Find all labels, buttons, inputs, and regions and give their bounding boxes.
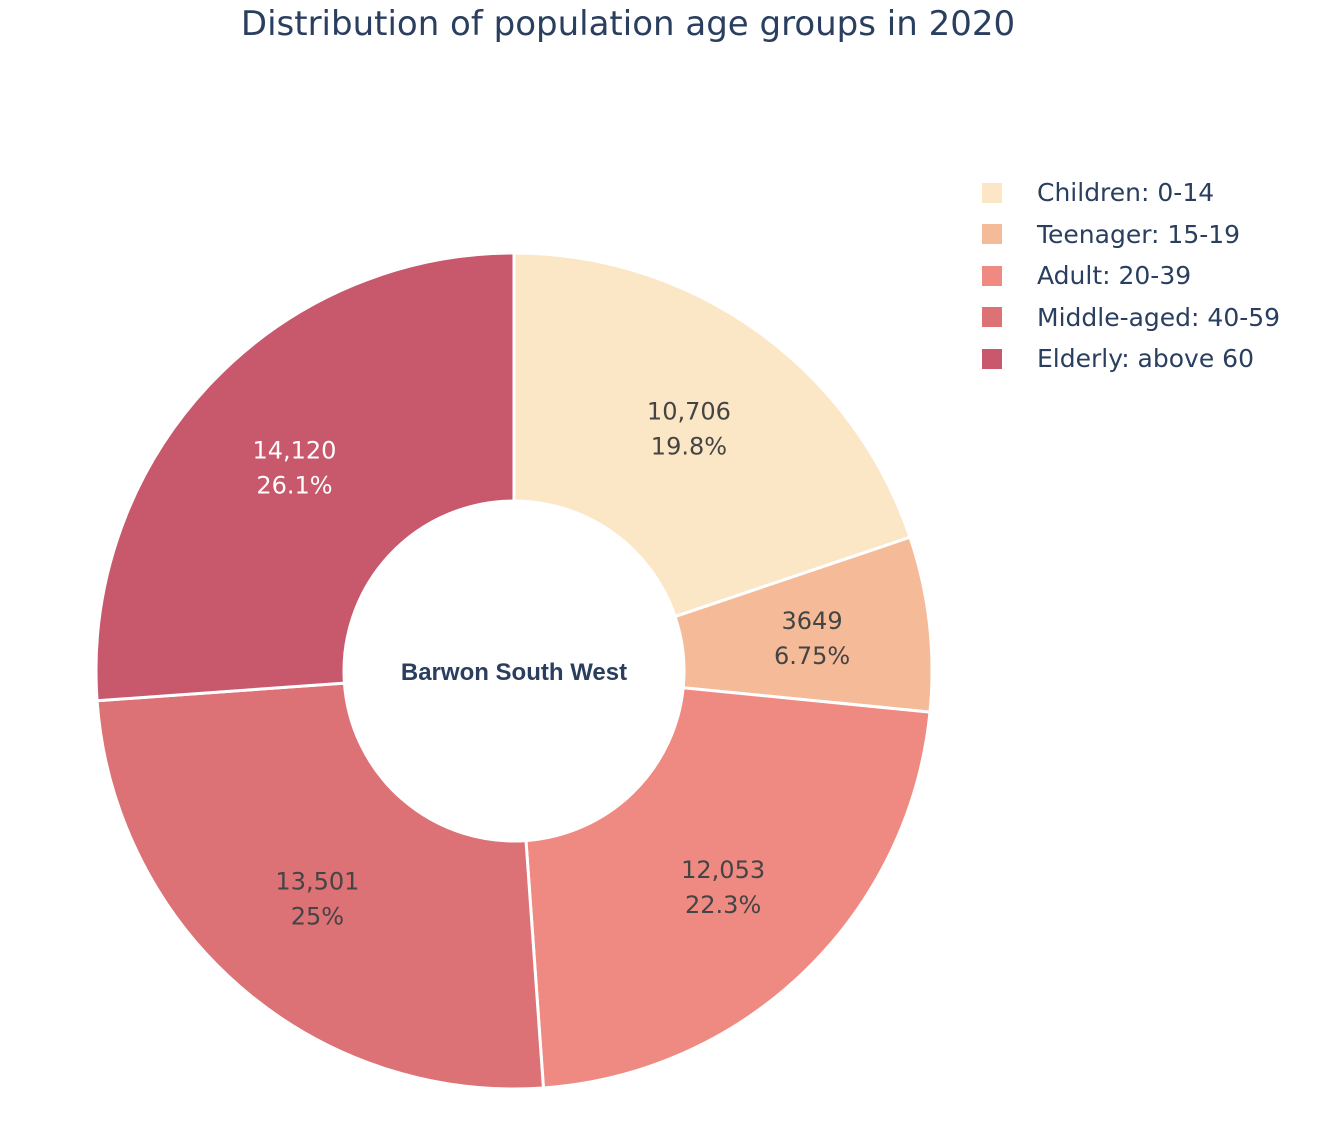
- legend-swatch: [982, 265, 1002, 286]
- slice-value-label: 14,120: [252, 437, 336, 465]
- slice-percent-label: 19.8%: [651, 432, 727, 460]
- slice-value-label: 3649: [782, 607, 843, 635]
- legend-label: Teenager: 15-19: [1037, 219, 1241, 249]
- legend: Children: 0-14 Teenager: 15-19 Adult: 20-3…: [982, 172, 1280, 380]
- donut-slice-labels: 10,706 19.8% 3649 6.75% 12,053 22.3% 13,501 25%…: [252, 397, 850, 930]
- slice-children-0-14[interactable]: [512, 251, 912, 619]
- slice-value-label: 13,501: [275, 868, 359, 896]
- slice-value-label: 12,053: [681, 856, 765, 884]
- slice-value-label: 10,706: [647, 397, 731, 425]
- slice-percent-label: 22.3%: [685, 891, 761, 919]
- legend-swatch: [982, 182, 1002, 203]
- slice-percent-label: 26.1%: [256, 472, 332, 500]
- legend-swatch: [982, 307, 1002, 328]
- legend-item-children-0-14[interactable]: Children: 0-14: [982, 172, 1280, 214]
- legend-item-teenager-15-19[interactable]: Teenager: 15-19: [982, 214, 1280, 256]
- legend-label: Adult: 20-39: [1037, 261, 1192, 291]
- donut-center-label: Barwon South West: [401, 659, 627, 686]
- legend-label: Elderly: above 60: [1037, 344, 1254, 374]
- legend-item-middle-aged-40-59[interactable]: Middle-aged: 40-59: [982, 297, 1280, 339]
- legend-label: Middle-aged: 40-59: [1037, 302, 1281, 332]
- legend-item-adult-20-39[interactable]: Adult: 20-39: [982, 255, 1280, 297]
- donut-slices: [94, 251, 934, 1091]
- slice-adult-20-39[interactable]: [524, 686, 932, 1090]
- legend-item-elderly-above-60[interactable]: Elderly: above 60: [982, 338, 1280, 380]
- slice-percent-label: 25%: [291, 903, 344, 931]
- legend-swatch: [982, 224, 1002, 245]
- chart-title: Distribution of population age groups in…: [240, 4, 1016, 44]
- legend-label: Children: 0-14: [1037, 178, 1215, 208]
- slice-middle-aged-40-59[interactable]: [95, 681, 546, 1091]
- legend-swatch: [982, 348, 1002, 369]
- slice-percent-label: 6.75%: [774, 642, 850, 670]
- slice-elderly-above-60[interactable]: [94, 251, 516, 703]
